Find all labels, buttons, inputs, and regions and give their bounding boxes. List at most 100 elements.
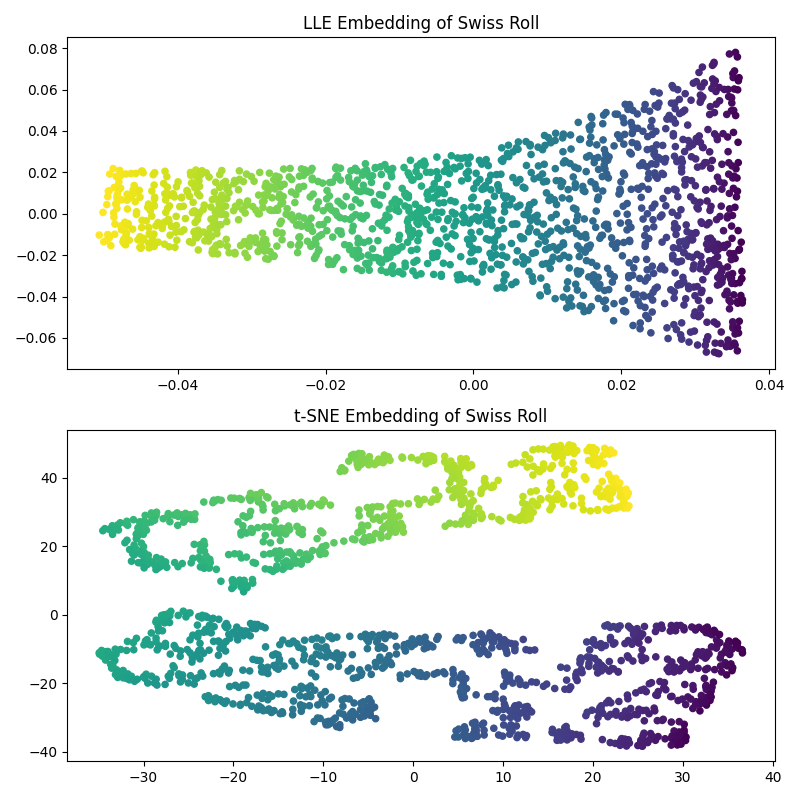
Point [448,219,461,232]
Point [526,275,539,288]
Point [465,273,478,286]
Point [512,135,525,148]
Point [581,706,594,718]
Point [281,202,294,215]
Point [699,663,712,676]
Point [141,558,154,570]
Point [417,213,430,226]
Point [398,199,411,212]
Point [543,483,556,496]
Point [574,654,587,666]
Point [602,482,615,494]
Point [412,218,425,230]
Point [118,233,130,246]
Point [210,227,223,240]
Point [649,198,662,210]
Point [618,304,630,317]
Point [346,533,359,546]
Point [432,170,445,183]
Point [102,645,114,658]
Point [670,730,682,742]
Point [725,91,738,104]
Point [238,206,251,219]
Point [313,218,326,231]
Point [255,486,268,499]
Point [323,190,336,202]
Point [242,194,254,207]
Point [111,519,124,532]
Point [286,556,298,569]
Point [570,214,583,227]
Point [218,619,231,632]
Point [664,690,677,703]
Point [631,708,644,721]
Point [370,660,382,673]
Point [666,249,679,262]
Point [622,257,635,270]
Point [709,626,722,638]
Point [151,643,164,656]
Point [711,278,724,291]
Point [526,443,539,456]
Point [383,250,396,263]
Point [290,557,302,570]
Point [351,185,364,198]
Point [645,676,658,689]
Point [570,668,582,681]
Point [602,154,614,166]
Point [526,469,539,482]
Point [130,532,142,545]
Point [702,624,715,637]
Point [268,526,281,539]
Point [168,639,181,652]
Point [394,669,406,682]
Point [602,468,615,481]
Point [584,238,597,251]
Point [178,223,190,236]
Point [390,518,402,531]
Point [104,239,117,252]
Point [449,207,462,220]
Point [240,550,253,563]
Point [486,251,498,264]
Point [342,665,354,678]
Point [177,200,190,213]
Point [373,198,386,211]
Point [148,240,161,253]
Point [399,187,412,200]
Point [378,214,391,226]
Point [396,182,409,195]
Point [214,494,227,506]
Point [484,690,497,703]
Point [315,634,328,646]
Point [548,492,561,505]
Point [623,234,636,246]
Point [561,480,574,493]
Point [387,196,400,209]
Point [340,712,353,725]
Point [430,166,443,178]
Point [263,547,276,560]
Point [314,525,327,538]
Point [659,152,672,165]
Point [638,240,651,253]
Point [198,496,210,509]
Point [557,238,570,251]
Point [162,670,174,682]
Point [603,448,616,461]
Point [172,510,185,523]
Point [678,724,690,737]
Point [475,718,488,731]
Point [146,185,158,198]
Point [447,471,460,484]
Point [138,562,150,574]
Point [560,216,573,229]
Point [556,492,569,505]
Point [700,698,713,711]
Point [497,680,510,693]
Point [190,648,202,661]
Point [586,635,598,648]
Point [194,538,206,551]
Point [214,181,226,194]
Point [670,184,682,197]
